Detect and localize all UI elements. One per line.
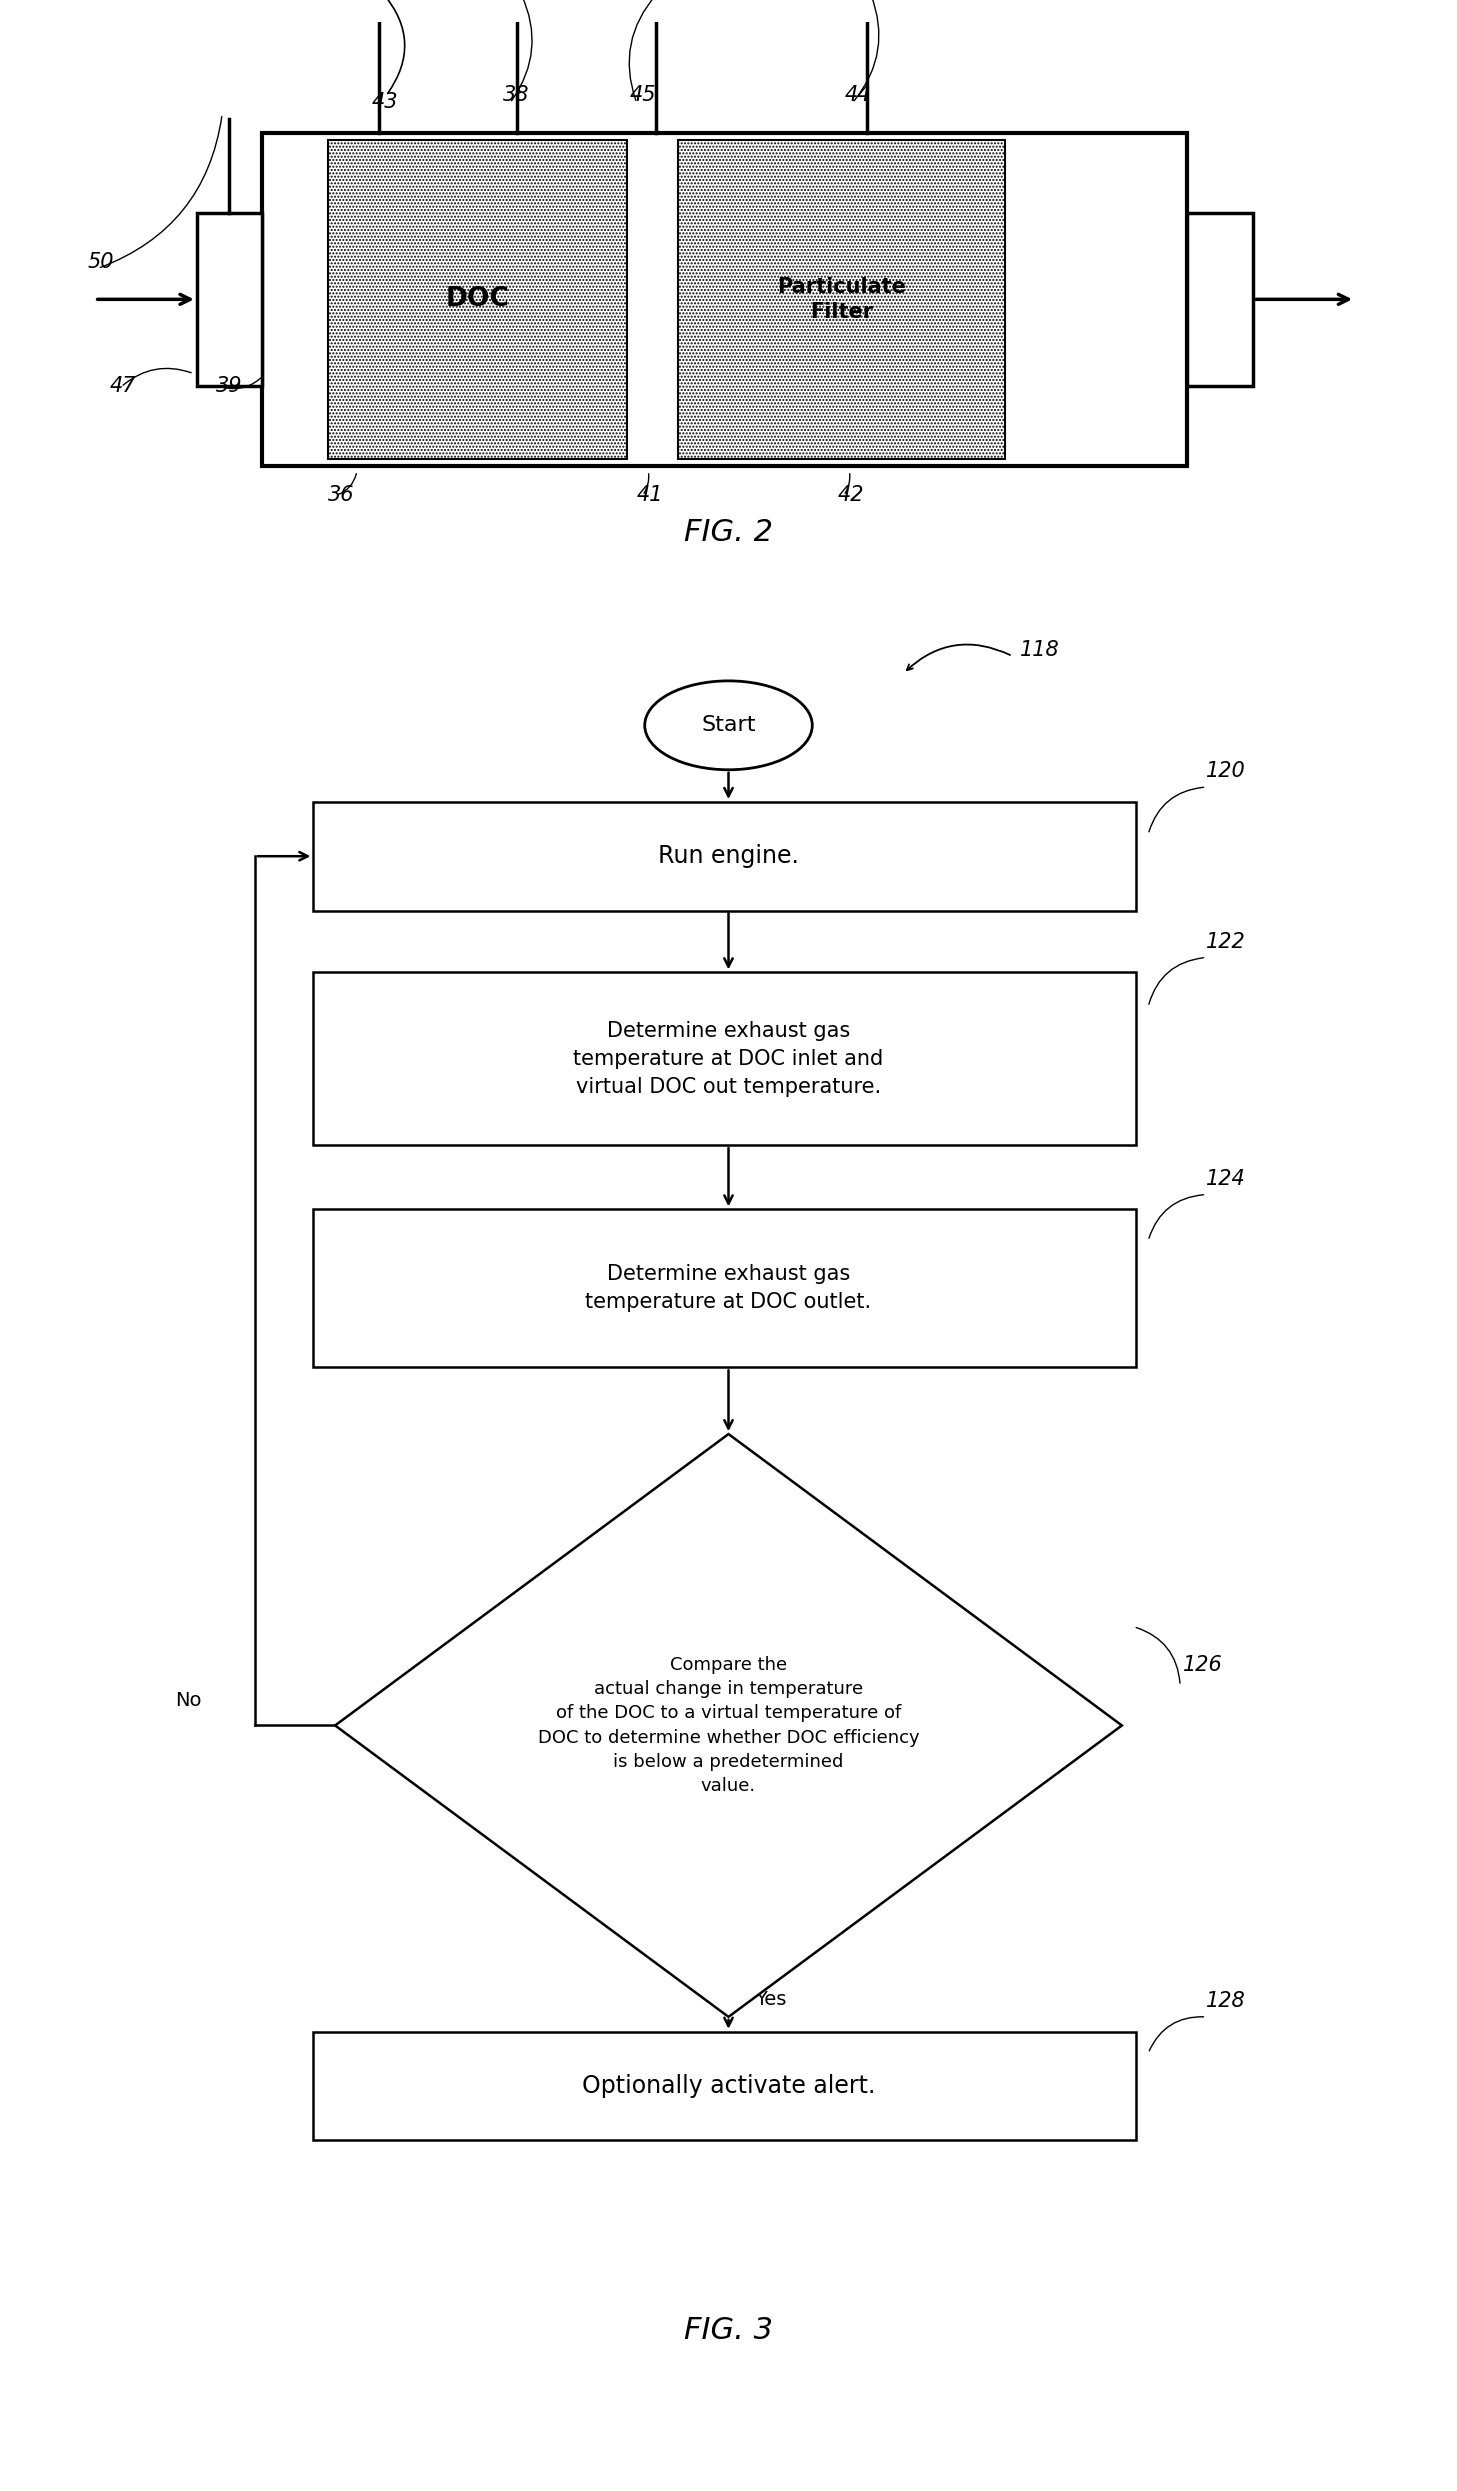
Text: 43: 43 xyxy=(372,92,398,112)
Text: 124: 124 xyxy=(1206,1168,1246,1188)
Text: 38: 38 xyxy=(503,85,529,105)
Text: 122: 122 xyxy=(1206,932,1246,952)
Text: Determine exhaust gas
temperature at DOC outlet.: Determine exhaust gas temperature at DOC… xyxy=(586,1265,871,1313)
Polygon shape xyxy=(335,1435,1122,2018)
Text: No: No xyxy=(175,1691,201,1709)
Text: 42: 42 xyxy=(838,486,864,506)
Bar xyxy=(678,139,1005,458)
Text: Yes: Yes xyxy=(755,1990,787,2008)
Bar xyxy=(197,212,262,386)
Text: 120: 120 xyxy=(1206,762,1246,782)
Text: Determine exhaust gas
temperature at DOC inlet and
virtual DOC out temperature.: Determine exhaust gas temperature at DOC… xyxy=(574,1021,883,1096)
Text: Optionally activate alert.: Optionally activate alert. xyxy=(581,2075,876,2097)
Text: 118: 118 xyxy=(1020,640,1059,660)
Text: 41: 41 xyxy=(637,486,663,506)
Text: 50: 50 xyxy=(87,252,114,272)
Text: FIG. 3: FIG. 3 xyxy=(683,2317,774,2344)
Text: 36: 36 xyxy=(328,486,354,506)
Text: Particulate
Filter: Particulate Filter xyxy=(777,277,906,321)
Text: 47: 47 xyxy=(109,376,136,396)
Bar xyxy=(313,971,1136,1146)
Text: Start: Start xyxy=(701,715,756,735)
Bar xyxy=(313,1208,1136,1368)
Bar xyxy=(328,139,627,458)
Text: Run engine.: Run engine. xyxy=(659,844,798,869)
Ellipse shape xyxy=(644,680,813,770)
Text: 128: 128 xyxy=(1206,1990,1246,2010)
Text: DOC: DOC xyxy=(446,286,508,311)
Bar xyxy=(1187,212,1253,386)
Text: Compare the
actual change in temperature
of the DOC to a virtual temperature of
: Compare the actual change in temperature… xyxy=(538,1657,919,1796)
Text: 39: 39 xyxy=(216,376,242,396)
Bar xyxy=(313,802,1136,912)
Bar xyxy=(262,132,1187,466)
Text: 45: 45 xyxy=(629,85,656,105)
Text: FIG. 2: FIG. 2 xyxy=(683,518,774,548)
Text: 44: 44 xyxy=(845,85,871,105)
Text: 126: 126 xyxy=(1183,1654,1222,1674)
Bar xyxy=(313,2033,1136,2140)
Bar xyxy=(678,139,1005,458)
Bar xyxy=(328,139,627,458)
